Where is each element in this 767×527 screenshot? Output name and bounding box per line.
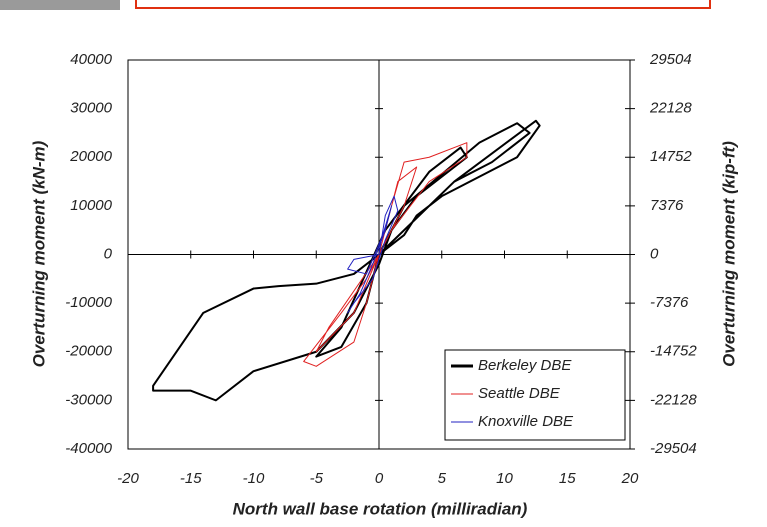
y2-tick-label: 29504	[649, 51, 692, 68]
y2-tick-label: -7376	[650, 294, 689, 311]
legend-label: Seattle DBE	[478, 385, 561, 402]
x-tick-label: -15	[180, 470, 202, 487]
y-tick-label: -30000	[65, 391, 112, 408]
series-line	[347, 195, 399, 314]
x-tick-label: -10	[243, 470, 265, 487]
legend-box	[444, 349, 626, 441]
y-tick-label: -10000	[65, 294, 112, 311]
y-tick-label: 30000	[70, 100, 112, 117]
y2-tick-label: 22128	[649, 100, 692, 117]
y2-tick-label: 0	[650, 245, 659, 262]
y-tick-label: 10000	[70, 197, 112, 214]
series-line	[303, 142, 468, 367]
y-tick-label: 20000	[69, 148, 112, 165]
image-fragment	[0, 0, 120, 10]
red-box	[135, 0, 711, 9]
x-tick-label: 10	[496, 470, 513, 487]
y2-tick-label: 14752	[650, 148, 692, 165]
y-tick-label: -40000	[65, 440, 112, 457]
legend-label: Berkeley DBE	[478, 357, 572, 374]
x-tick-label: 20	[621, 470, 639, 487]
x-tick-label: 0	[375, 470, 384, 487]
y2-tick-label: -14752	[650, 343, 697, 360]
x-tick-label: 15	[559, 470, 576, 487]
y-axis-label: Overturning moment (kN-m)	[29, 140, 48, 367]
x-axis-label: North wall base rotation (milliradian)	[233, 499, 528, 518]
y2-tick-label: -29504	[650, 440, 697, 457]
x-tick-label: 5	[438, 470, 447, 487]
y-tick-label: 40000	[70, 51, 112, 68]
x-tick-label: -20	[117, 470, 139, 487]
y-tick-label: 0	[104, 245, 113, 262]
x-tick-label: -5	[310, 470, 324, 487]
y2-tick-label: -22128	[650, 391, 697, 408]
y2-tick-label: 7376	[650, 197, 684, 214]
y-tick-label: -20000	[65, 343, 112, 360]
y2-axis-label: Overturning moment (kip-ft)	[719, 141, 738, 367]
legend-label: Knoxville DBE	[478, 413, 574, 430]
